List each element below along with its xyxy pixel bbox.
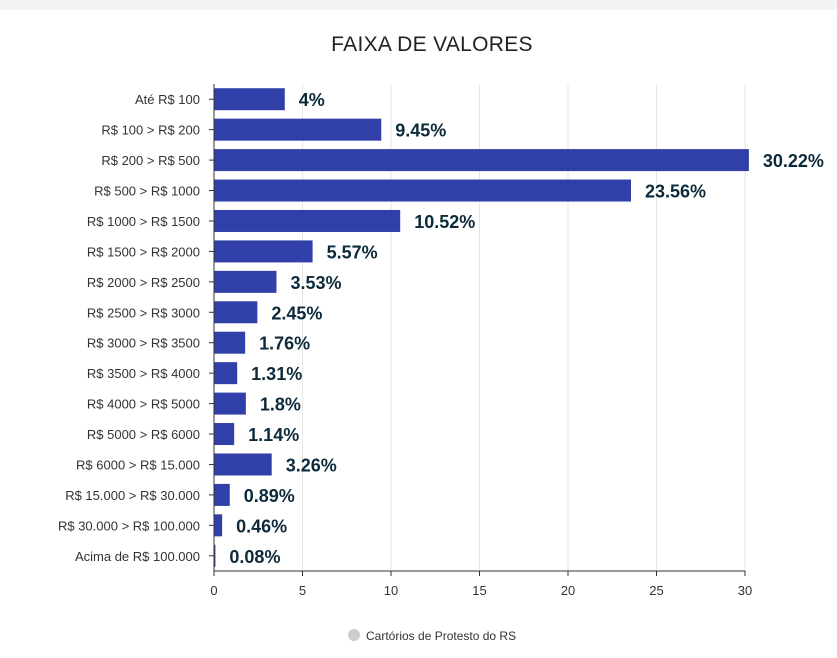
- category-label: R$ 2000 > R$ 2500: [87, 275, 200, 290]
- bar: [214, 149, 749, 172]
- data-label: 1.8%: [260, 395, 301, 415]
- category-label: R$ 30.000 > R$ 100.000: [58, 518, 200, 533]
- bar: [214, 209, 401, 232]
- category-label: R$ 6000 > R$ 15.000: [76, 457, 200, 472]
- category-label: R$ 3500 > R$ 4000: [87, 366, 200, 381]
- x-tick-label: 5: [299, 583, 306, 598]
- bar: [214, 270, 277, 293]
- legend[interactable]: Cartórios de Protesto do RS: [348, 629, 516, 643]
- data-label: 23.56%: [645, 182, 706, 202]
- data-label: 5.57%: [327, 242, 378, 262]
- data-label: 0.89%: [244, 486, 295, 506]
- data-label: 1.14%: [248, 425, 299, 445]
- x-tick-label: 15: [472, 583, 486, 598]
- bar: [214, 453, 272, 476]
- x-tick-label: 10: [384, 583, 398, 598]
- x-tick-label: 25: [649, 583, 663, 598]
- bar: [214, 483, 230, 506]
- data-label: 0.46%: [236, 516, 287, 536]
- category-label: R$ 5000 > R$ 6000: [87, 427, 200, 442]
- bar: [214, 331, 246, 354]
- category-label: R$ 1500 > R$ 2000: [87, 244, 200, 259]
- category-label: R$ 4000 > R$ 5000: [87, 397, 200, 412]
- bar: [214, 544, 216, 567]
- chart-title: FAIXA DE VALORES: [331, 33, 533, 56]
- category-label: R$ 500 > R$ 1000: [94, 184, 200, 199]
- bar: [214, 362, 238, 385]
- axes: 0 5 10 15 20 25 30 Até R$ 100 R$ 100 > R$ 200 R$ …: [58, 84, 752, 598]
- bars: 4% 9.45% 30.22% 23.56% 10.52% 5.57% 3.53% 2.45%…: [214, 88, 824, 567]
- bar: [214, 514, 223, 537]
- category-label: R$ 100 > R$ 200: [101, 123, 200, 138]
- x-tick-label: 0: [210, 583, 217, 598]
- data-label: 2.45%: [271, 303, 322, 323]
- category-label: R$ 200 > R$ 500: [101, 153, 200, 168]
- top-strip: [0, 0, 837, 10]
- data-label: 30.22%: [763, 151, 824, 171]
- data-label: 3.53%: [290, 273, 341, 293]
- data-label: 9.45%: [395, 121, 446, 141]
- data-label: 0.08%: [229, 547, 280, 567]
- legend-label[interactable]: Cartórios de Protesto do RS: [366, 629, 516, 643]
- category-label: Até R$ 100: [135, 92, 200, 107]
- bar: [214, 301, 258, 324]
- category-label: Acima de R$ 100.000: [75, 549, 200, 564]
- legend-marker-icon[interactable]: [348, 629, 360, 641]
- bar: [214, 179, 632, 202]
- data-label: 1.76%: [259, 334, 310, 354]
- data-label: 10.52%: [414, 212, 475, 232]
- bar: [214, 88, 285, 111]
- category-label: R$ 2500 > R$ 3000: [87, 305, 200, 320]
- bar: [214, 423, 235, 446]
- x-tick-label: 30: [738, 583, 752, 598]
- bar: [214, 392, 246, 415]
- bar: [214, 118, 382, 141]
- category-label: R$ 3000 > R$ 3500: [87, 336, 200, 351]
- category-label: R$ 1000 > R$ 1500: [87, 214, 200, 229]
- category-label: R$ 15.000 > R$ 30.000: [65, 488, 200, 503]
- data-label: 1.31%: [251, 364, 302, 384]
- data-label: 3.26%: [286, 455, 337, 475]
- bar: [214, 240, 313, 263]
- x-tick-label: 20: [561, 583, 575, 598]
- data-label: 4%: [299, 90, 325, 110]
